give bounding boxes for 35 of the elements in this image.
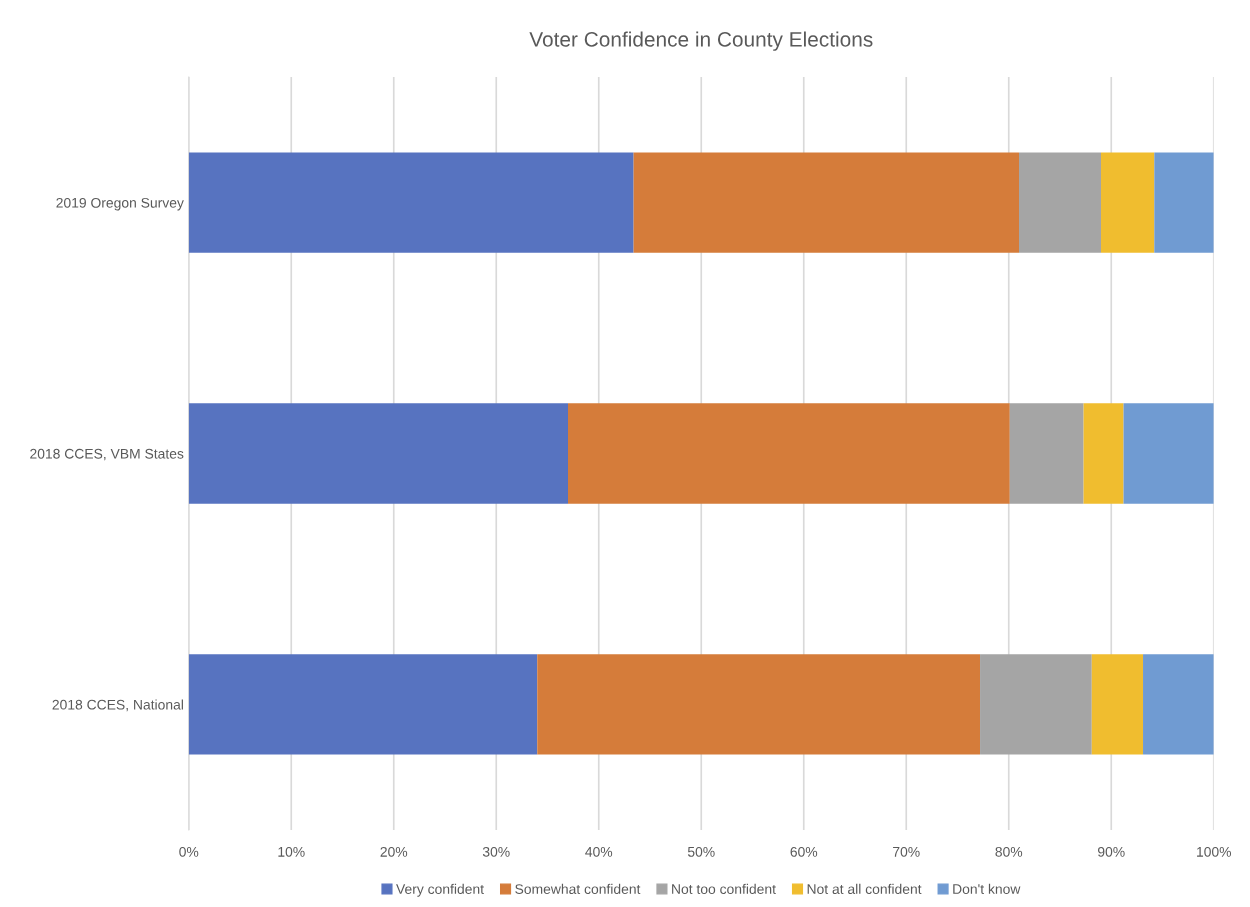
legend-label: Very confident	[396, 883, 484, 897]
bar	[1083, 403, 1124, 504]
x-tick-label: 60%	[790, 846, 818, 857]
y-tick-label: 2018 CCES, VBM States	[30, 448, 184, 461]
bar	[1101, 152, 1155, 253]
x-tick-label: 0%	[179, 846, 199, 857]
x-tick-label: 30%	[482, 846, 510, 857]
bar	[188, 403, 568, 504]
bar	[188, 654, 538, 755]
x-tick-label: 70%	[893, 846, 920, 857]
x-tick-label: 10%	[278, 846, 305, 857]
bar	[568, 403, 1010, 504]
chart-title: Voter Confidence in County Elections	[529, 31, 873, 51]
bar	[1154, 152, 1214, 253]
x-tick-label: 100%	[1197, 846, 1232, 857]
x-tick-label: 20%	[380, 846, 408, 857]
bar	[1019, 152, 1101, 253]
legend-label: Don't know	[953, 883, 1021, 895]
bar	[1091, 654, 1144, 755]
legend-label: Not at all confident	[807, 883, 922, 895]
x-tick-label: 80%	[995, 846, 1023, 857]
y-tick-label: 2018 CCES, National	[52, 699, 183, 712]
bar	[537, 654, 981, 755]
x-tick-label: 50%	[687, 846, 715, 857]
bar	[633, 152, 1019, 253]
bar	[1123, 403, 1214, 504]
bar	[188, 152, 634, 253]
bar	[1143, 654, 1214, 755]
x-tick-label: 90%	[1098, 846, 1125, 857]
x-tick-label: 40%	[585, 846, 613, 857]
y-tick-label: 2019 Oregon Survey	[56, 197, 184, 211]
bar	[1009, 403, 1084, 504]
legend-label: Somewhat confident	[515, 883, 641, 895]
legend-label: Not too confident	[672, 883, 776, 895]
bar	[980, 654, 1092, 755]
